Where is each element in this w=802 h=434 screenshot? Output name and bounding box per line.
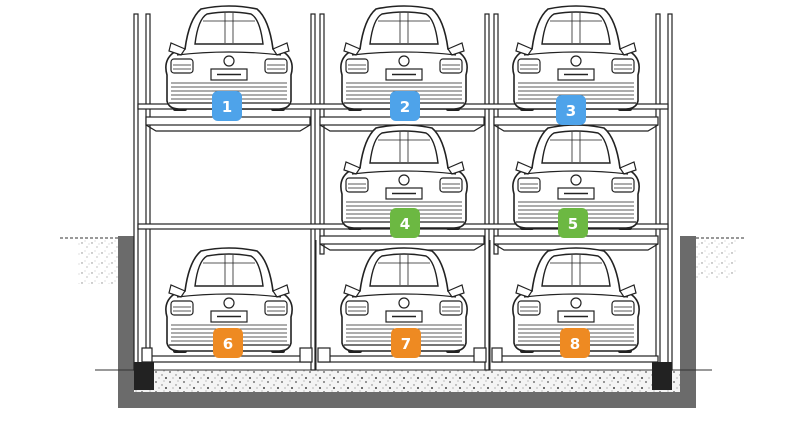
slot-badge-7: 7 xyxy=(391,328,421,358)
slot-badge-3: 3 xyxy=(556,95,586,125)
slot-badge-8: 8 xyxy=(560,328,590,358)
ground-right xyxy=(696,238,736,278)
svg-text:4: 4 xyxy=(400,215,410,233)
slot-badge-2: 2 xyxy=(390,91,420,121)
ground-left xyxy=(78,238,118,284)
svg-text:8: 8 xyxy=(570,335,580,353)
base-anchor-right xyxy=(652,362,672,390)
slot-badge-6: 6 xyxy=(213,328,243,358)
base-anchor-left xyxy=(134,362,154,390)
svg-text:7: 7 xyxy=(401,335,411,353)
slot-badge-4: 4 xyxy=(390,208,420,238)
svg-text:3: 3 xyxy=(566,102,576,120)
slot-badges: 1 2 3 4 5 6 7 8 xyxy=(212,91,590,358)
slot-badge-1: 1 xyxy=(212,91,242,121)
svg-text:6: 6 xyxy=(223,335,233,353)
svg-text:5: 5 xyxy=(568,215,578,233)
slot-badge-5: 5 xyxy=(558,208,588,238)
cars xyxy=(165,5,640,354)
svg-text:2: 2 xyxy=(400,98,410,116)
svg-text:1: 1 xyxy=(222,98,232,116)
pit-floor xyxy=(134,370,680,392)
